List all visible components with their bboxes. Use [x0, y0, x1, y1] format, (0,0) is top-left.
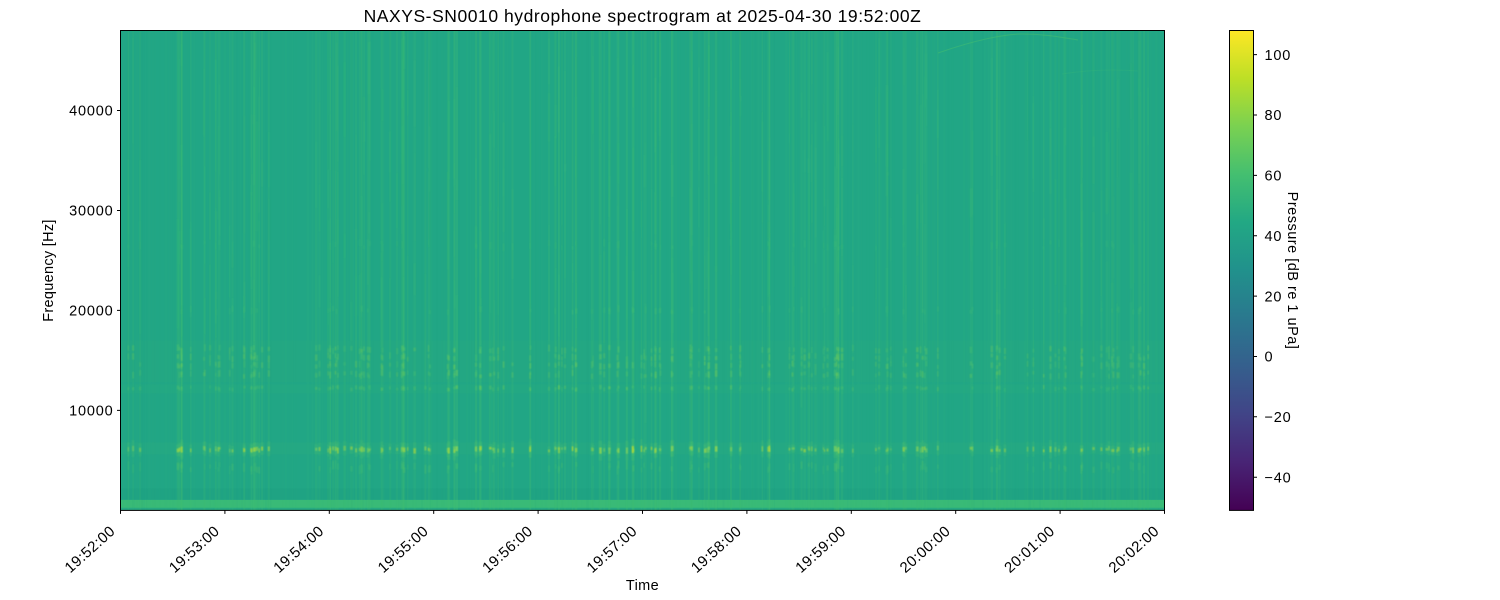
svg-text:20000: 20000 — [69, 304, 113, 320]
svg-text:60: 60 — [1265, 169, 1283, 185]
svg-text:20: 20 — [1265, 289, 1283, 305]
svg-text:Frequency [Hz]: Frequency [Hz] — [41, 219, 57, 322]
svg-text:−20: −20 — [1265, 410, 1292, 426]
svg-text:NAXYS-SN0010 hydrophone spectr: NAXYS-SN0010 hydrophone spectrogram at 2… — [364, 6, 922, 26]
svg-text:80: 80 — [1265, 108, 1283, 124]
svg-text:40000: 40000 — [69, 104, 113, 120]
svg-text:−40: −40 — [1265, 470, 1292, 486]
svg-text:100: 100 — [1265, 48, 1292, 64]
svg-text:10000: 10000 — [69, 404, 113, 420]
svg-text:Pressure [dB re 1 uPa]: Pressure [dB re 1 uPa] — [1284, 192, 1300, 350]
svg-text:Time: Time — [626, 578, 659, 594]
svg-text:30000: 30000 — [69, 204, 113, 220]
svg-text:0: 0 — [1265, 350, 1274, 366]
svg-text:40: 40 — [1265, 229, 1283, 245]
